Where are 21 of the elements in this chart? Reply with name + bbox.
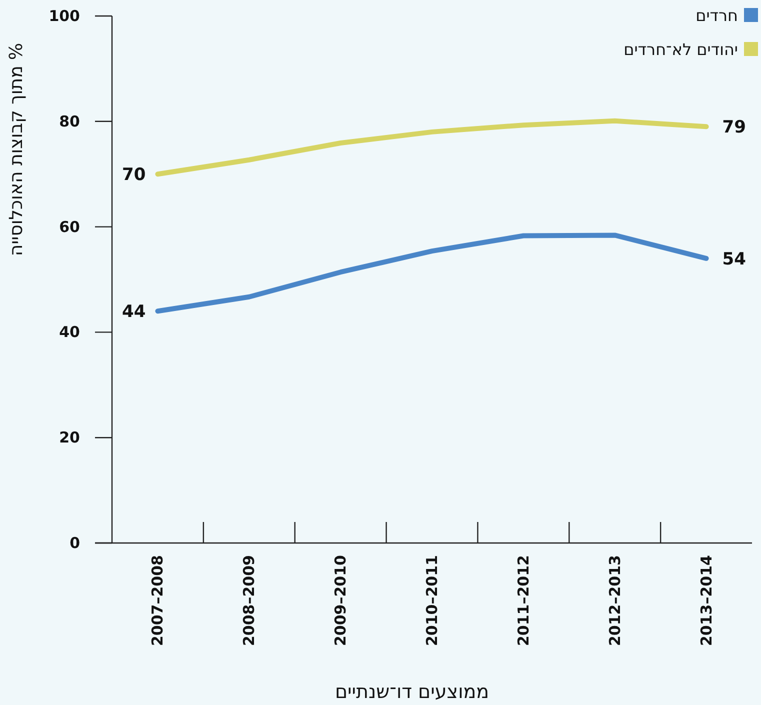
data-label: 54	[722, 249, 746, 270]
x-tick-label: 2009–2010	[332, 555, 350, 646]
x-tick-label: 2013–2014	[697, 555, 716, 646]
y-axis-title: % מתוך קבוצות האוכלוסייה	[6, 42, 27, 256]
data-label: 44	[122, 302, 146, 322]
x-tick-label: 2007–2008	[148, 555, 167, 646]
x-tick-label: 2012–2013	[606, 555, 624, 646]
y-tick-label: 40	[59, 323, 80, 342]
y-tick-label: 60	[59, 218, 80, 236]
y-tick-label: 0	[70, 534, 80, 552]
x-tick-label: 2008–2009	[240, 555, 258, 646]
data-label: 79	[722, 118, 746, 138]
y-tick-label: 100	[48, 7, 80, 25]
y-tick-label: 80	[59, 112, 80, 130]
x-tick-label: 2011–2012	[514, 555, 532, 646]
y-tick-label: 20	[59, 428, 80, 447]
data-label: 70	[122, 165, 146, 186]
x-tick-label: 2010–2011	[423, 555, 441, 646]
legend-label: יהודים לא־חרדים	[624, 40, 738, 59]
legend-label: חרדים	[696, 6, 738, 25]
x-axis-title: ממוצעים דו־שנתיים	[334, 681, 490, 703]
